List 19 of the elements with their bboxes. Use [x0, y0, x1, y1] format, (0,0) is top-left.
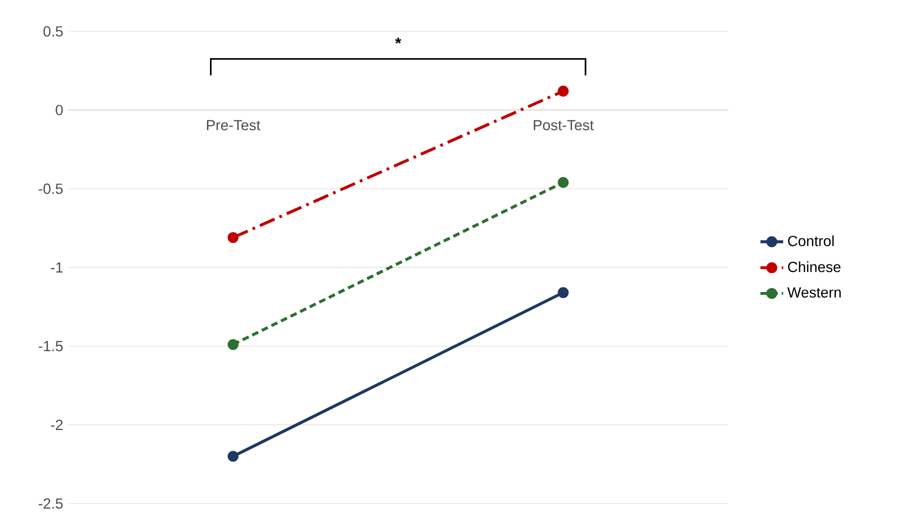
- legend-label: Control: [788, 236, 834, 246]
- y-tick-label: -0.5: [38, 184, 63, 194]
- point: [228, 232, 239, 244]
- point: [228, 339, 239, 350]
- y-tick-label: -2.5: [38, 498, 63, 509]
- point: [558, 177, 569, 188]
- x-tick-label: Pre-Test: [206, 120, 260, 131]
- point: [558, 287, 569, 298]
- y-tick-label: 0.5: [43, 26, 63, 37]
- point: [228, 451, 239, 462]
- y-tick-label: -1.5: [38, 341, 63, 352]
- legend-label: Chinese: [788, 262, 840, 272]
- point: [558, 86, 569, 97]
- legend-label: Western: [787, 288, 841, 298]
- y-tick-label: 0: [56, 105, 63, 116]
- y-tick-label: -2: [50, 420, 63, 430]
- y-tick-label: -1: [50, 262, 63, 273]
- annotation: *: [395, 38, 402, 44]
- x-tick-label: Post-Test: [534, 120, 594, 131]
